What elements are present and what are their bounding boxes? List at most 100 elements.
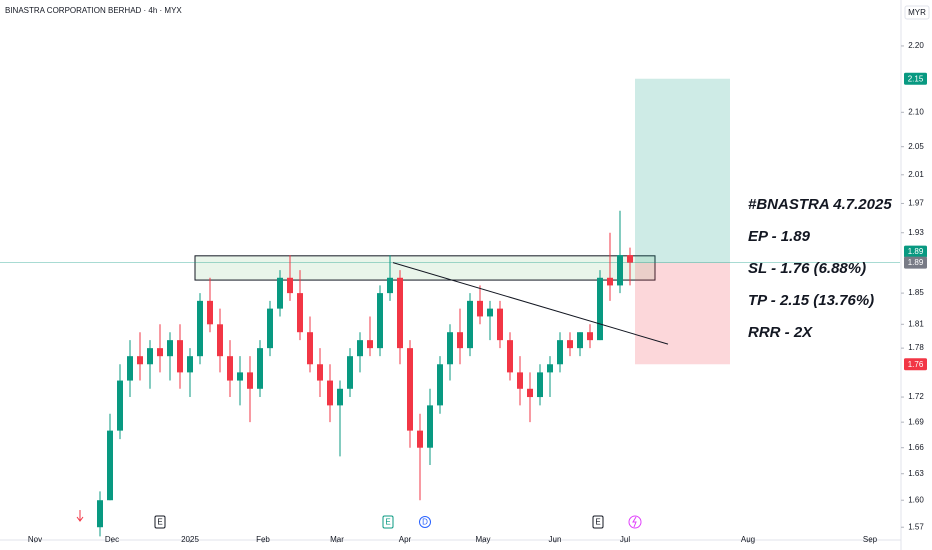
candle-body [197,300,203,357]
candle-body [517,372,523,389]
y-tick-label: 2.05 [908,142,924,151]
signal-arrow [76,510,84,522]
event-flash[interactable] [628,515,642,529]
stop-area [635,262,730,365]
event-label: E [157,518,162,527]
y-tick-label: 1.81 [908,319,924,328]
candle-body [447,332,453,365]
candle-body [107,430,113,501]
candle-body [317,364,323,381]
price-badge [904,256,927,269]
candle-body [97,500,103,528]
currency-box[interactable] [904,5,930,20]
annotation: RRR - 2X [748,324,813,341]
price-badge-label: 1.76 [908,360,924,369]
candle-body [147,348,153,365]
candle-body [137,356,143,365]
annotation: SL - 1.76 (6.88%) [748,260,866,277]
candle-body [487,308,493,317]
y-tick-label: 1.97 [908,199,924,208]
x-tick-label: 2025 [181,535,199,544]
event-badge [592,515,604,529]
x-tick-label: Dec [105,535,119,544]
candle-body [157,348,163,357]
candle-body [507,340,513,373]
resistance-zone [194,255,656,281]
candle-body [627,255,633,263]
event[interactable]: E [154,515,166,529]
candle-body [267,308,273,349]
annotation: #BNASTRA 4.7.2025 [748,196,892,213]
y-tick-label: 1.57 [908,522,924,531]
y-tick-label: 1.69 [908,417,924,426]
candle-body [377,293,383,349]
annotation: TP - 2.15 (13.76%) [748,292,874,309]
candle-body [257,348,263,389]
candle-body [617,255,623,286]
event[interactable]: E [382,515,394,529]
candle-body [227,356,233,381]
event-badge [419,516,431,528]
event-label: E [385,518,390,527]
y-tick-label: 1.63 [908,469,924,478]
x-tick-label: Sep [863,535,878,544]
x-tick-label: Apr [399,535,412,544]
candle-body [577,332,583,349]
trendline [392,262,669,345]
y-tick-label: 1.85 [908,288,924,297]
candle-body [567,340,573,349]
x-tick-label: Jul [620,535,630,544]
y-tick-label: 1.78 [908,343,924,352]
y-tick-label: 2.20 [908,41,924,50]
candle-body [167,340,173,357]
x-tick-label: Jun [549,535,562,544]
candle-body [607,277,613,286]
price-badge [904,245,927,258]
candle-body [297,293,303,333]
candle-body [597,277,603,341]
candle-body [477,300,483,317]
price-badge [904,72,927,85]
candle-body [467,300,473,349]
candle-body [247,372,253,389]
currency: MYR [908,8,926,17]
x-tick-label: Mar [330,535,344,544]
event-badge [382,515,394,529]
candle-body [367,340,373,349]
candle-body [127,356,133,381]
candle-body [407,348,413,431]
candle-body [237,372,243,381]
candle-body [437,364,443,406]
candle-body [277,277,283,309]
y-tick-label: 2.10 [908,107,924,116]
price-badge [904,358,927,371]
target-area [635,78,730,263]
candle-body [557,340,563,365]
y-tick-label: 1.66 [908,443,924,452]
y-tick-label: 1.72 [908,392,924,401]
candle-body [327,380,333,406]
x-tick-label: Feb [256,535,270,544]
x-tick-label: Aug [741,535,755,544]
event[interactable]: E [592,515,604,529]
chart-title: BINASTRA CORPORATION BERHAD · 4h · MYX [5,6,182,15]
event[interactable]: D [419,516,431,528]
candle-body [427,405,433,448]
candle-body [497,308,503,341]
candle-body [187,356,193,373]
candle-body [387,277,393,294]
price-badge-label: 1.89 [908,258,924,267]
candle-body [177,340,183,373]
candle-body [217,324,223,357]
candle-body [537,372,543,398]
candle-body [307,332,313,365]
event-icon [632,516,637,528]
candle-body [417,430,423,448]
x-tick-label: Nov [28,535,42,544]
candle-body [347,356,353,389]
y-tick-label: 1.93 [908,228,924,237]
price-badge-label: 1.89 [908,247,924,256]
candle-body [287,277,293,294]
event-badge [154,515,166,529]
